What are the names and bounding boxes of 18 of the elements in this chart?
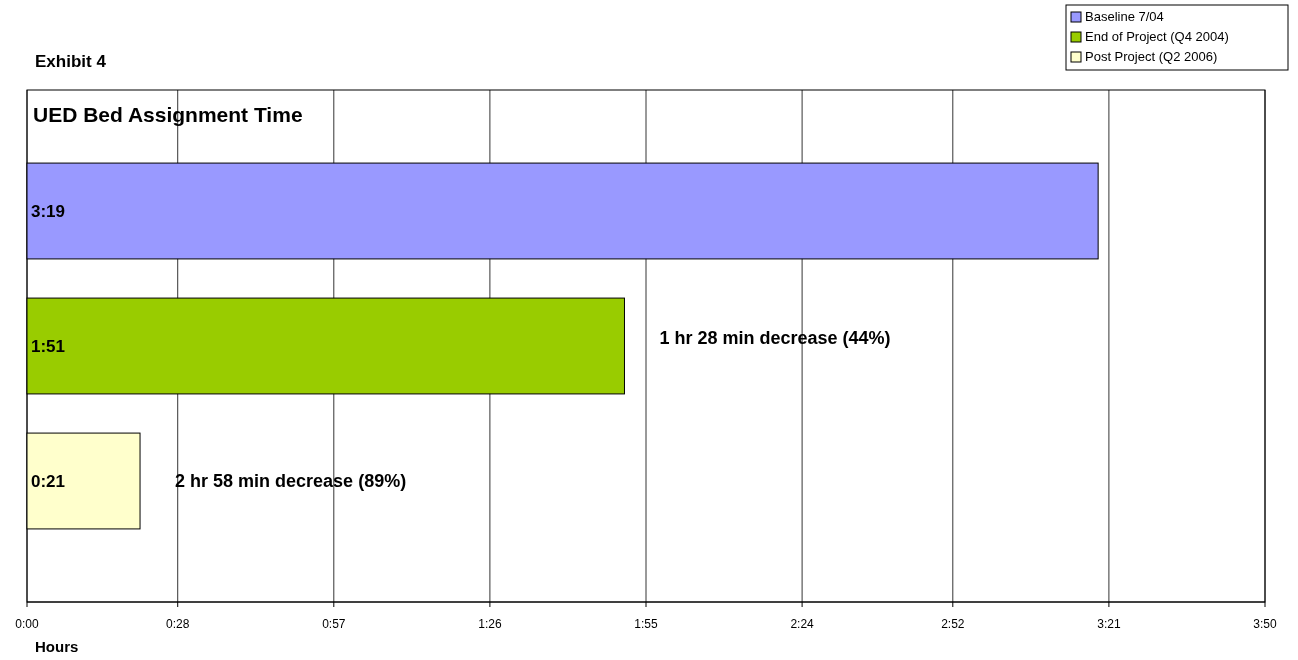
x-axis-title: Hours [35, 638, 79, 655]
x-tick-label: 0:57 [322, 617, 346, 631]
legend-label: Post Project (Q2 2006) [1085, 49, 1218, 64]
legend-label: End of Project (Q4 2004) [1085, 29, 1229, 44]
x-tick-label: 3:21 [1097, 617, 1121, 631]
x-tick-label: 1:55 [634, 617, 658, 631]
legend-label: Baseline 7/04 [1085, 9, 1164, 24]
x-tick-label: 2:24 [790, 617, 815, 631]
x-tick-label: 3:50 [1253, 617, 1277, 631]
x-tick-label: 2:52 [941, 617, 965, 631]
chart-title: Exhibit 4 [35, 52, 107, 71]
data-label: 3:19 [31, 202, 66, 221]
data-label: 1:51 [31, 337, 66, 356]
x-tick-label: 0:28 [166, 617, 190, 631]
x-tick-label: 1:26 [478, 617, 502, 631]
x-tick-label: 0:00 [15, 617, 39, 631]
data-label: 0:21 [31, 472, 66, 491]
annotation: 1 hr 28 min decrease (44%) [659, 328, 891, 348]
